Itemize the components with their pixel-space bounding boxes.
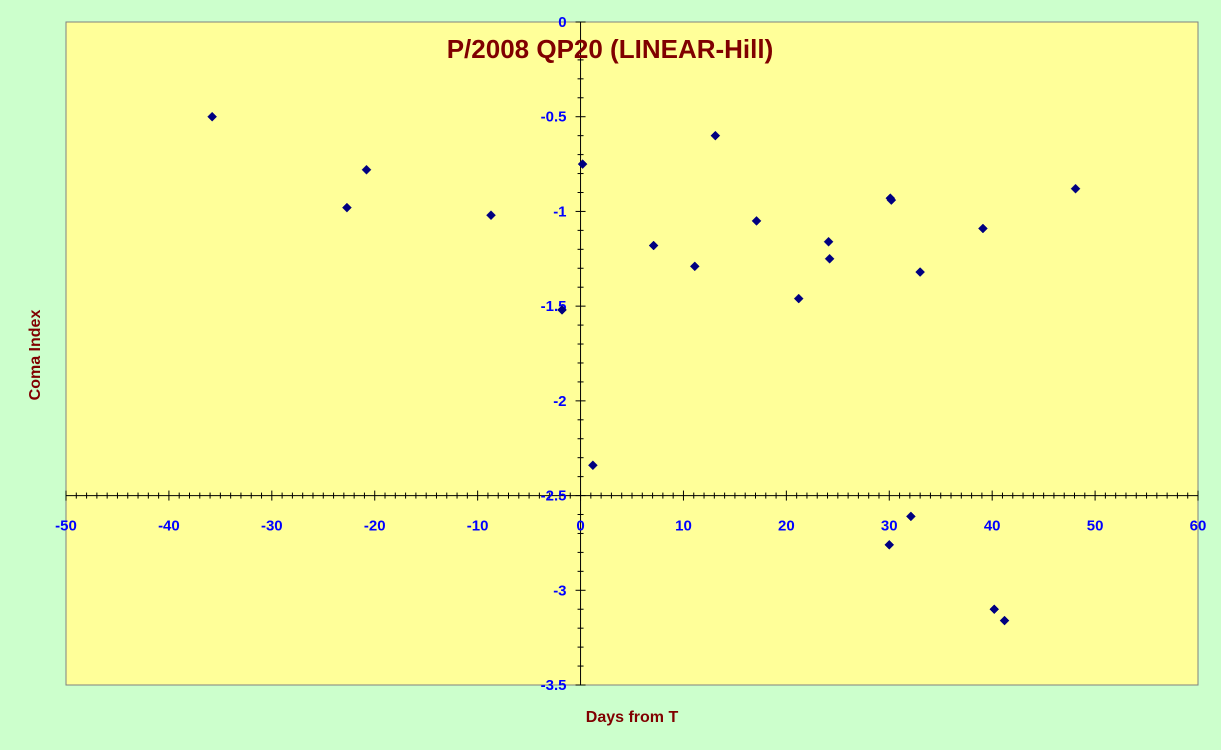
y-tick-label: -2 [553,393,566,410]
data-point [999,615,1010,626]
x-tick-label: 30 [881,518,898,535]
plot-area [65,21,1199,686]
y-axis-title: Coma Index [27,310,44,401]
axes [65,21,1199,686]
x-tick-label: 10 [675,518,692,535]
data-point [486,210,496,221]
data-point [689,261,700,272]
data-point [648,240,659,251]
data-point [361,164,372,175]
data-point [884,539,895,550]
data-point [824,253,835,264]
y-tick-label: 0 [558,14,566,31]
data-point [588,460,598,471]
x-tick-label: 40 [984,518,1001,535]
data-point [1070,183,1081,194]
x-tick-label: -20 [364,518,386,535]
y-tick-label: -2.5 [541,488,567,505]
y-tick-label: -3.5 [541,677,567,694]
x-tick-label: 50 [1087,518,1104,535]
x-axis-title: Days from T [586,709,679,726]
data-point [342,202,352,213]
x-tick-label: -10 [467,518,489,535]
y-tick-label: -1 [553,203,566,220]
x-tick-label: -30 [261,518,283,535]
x-tick-label: 20 [778,518,795,535]
chart-title: P/2008 QP20 (LINEAR-Hill) [447,34,774,64]
data-point [915,267,925,277]
data-point [906,511,916,522]
x-tick-label: -40 [158,518,180,535]
data-point [751,216,762,226]
data-point [793,293,804,304]
data-point [557,305,567,315]
data-point [710,130,721,141]
data-point [978,223,988,234]
data-point [207,111,217,122]
x-tick-label: 60 [1190,518,1207,535]
y-tick-label: -0.5 [541,109,567,126]
data-point [989,604,1000,615]
data-point [886,195,897,205]
tick-labels: -50 -40 -30 -20 -10 0 10 20 30 40 50 600-0.5-1-1.5-… [55,14,1206,694]
y-tick-label: -3 [553,582,566,599]
data-points [207,111,1081,626]
data-point [577,159,588,169]
x-tick-label: -50 [55,518,77,535]
data-point [823,236,834,247]
x-tick-label: 0 [576,518,584,535]
